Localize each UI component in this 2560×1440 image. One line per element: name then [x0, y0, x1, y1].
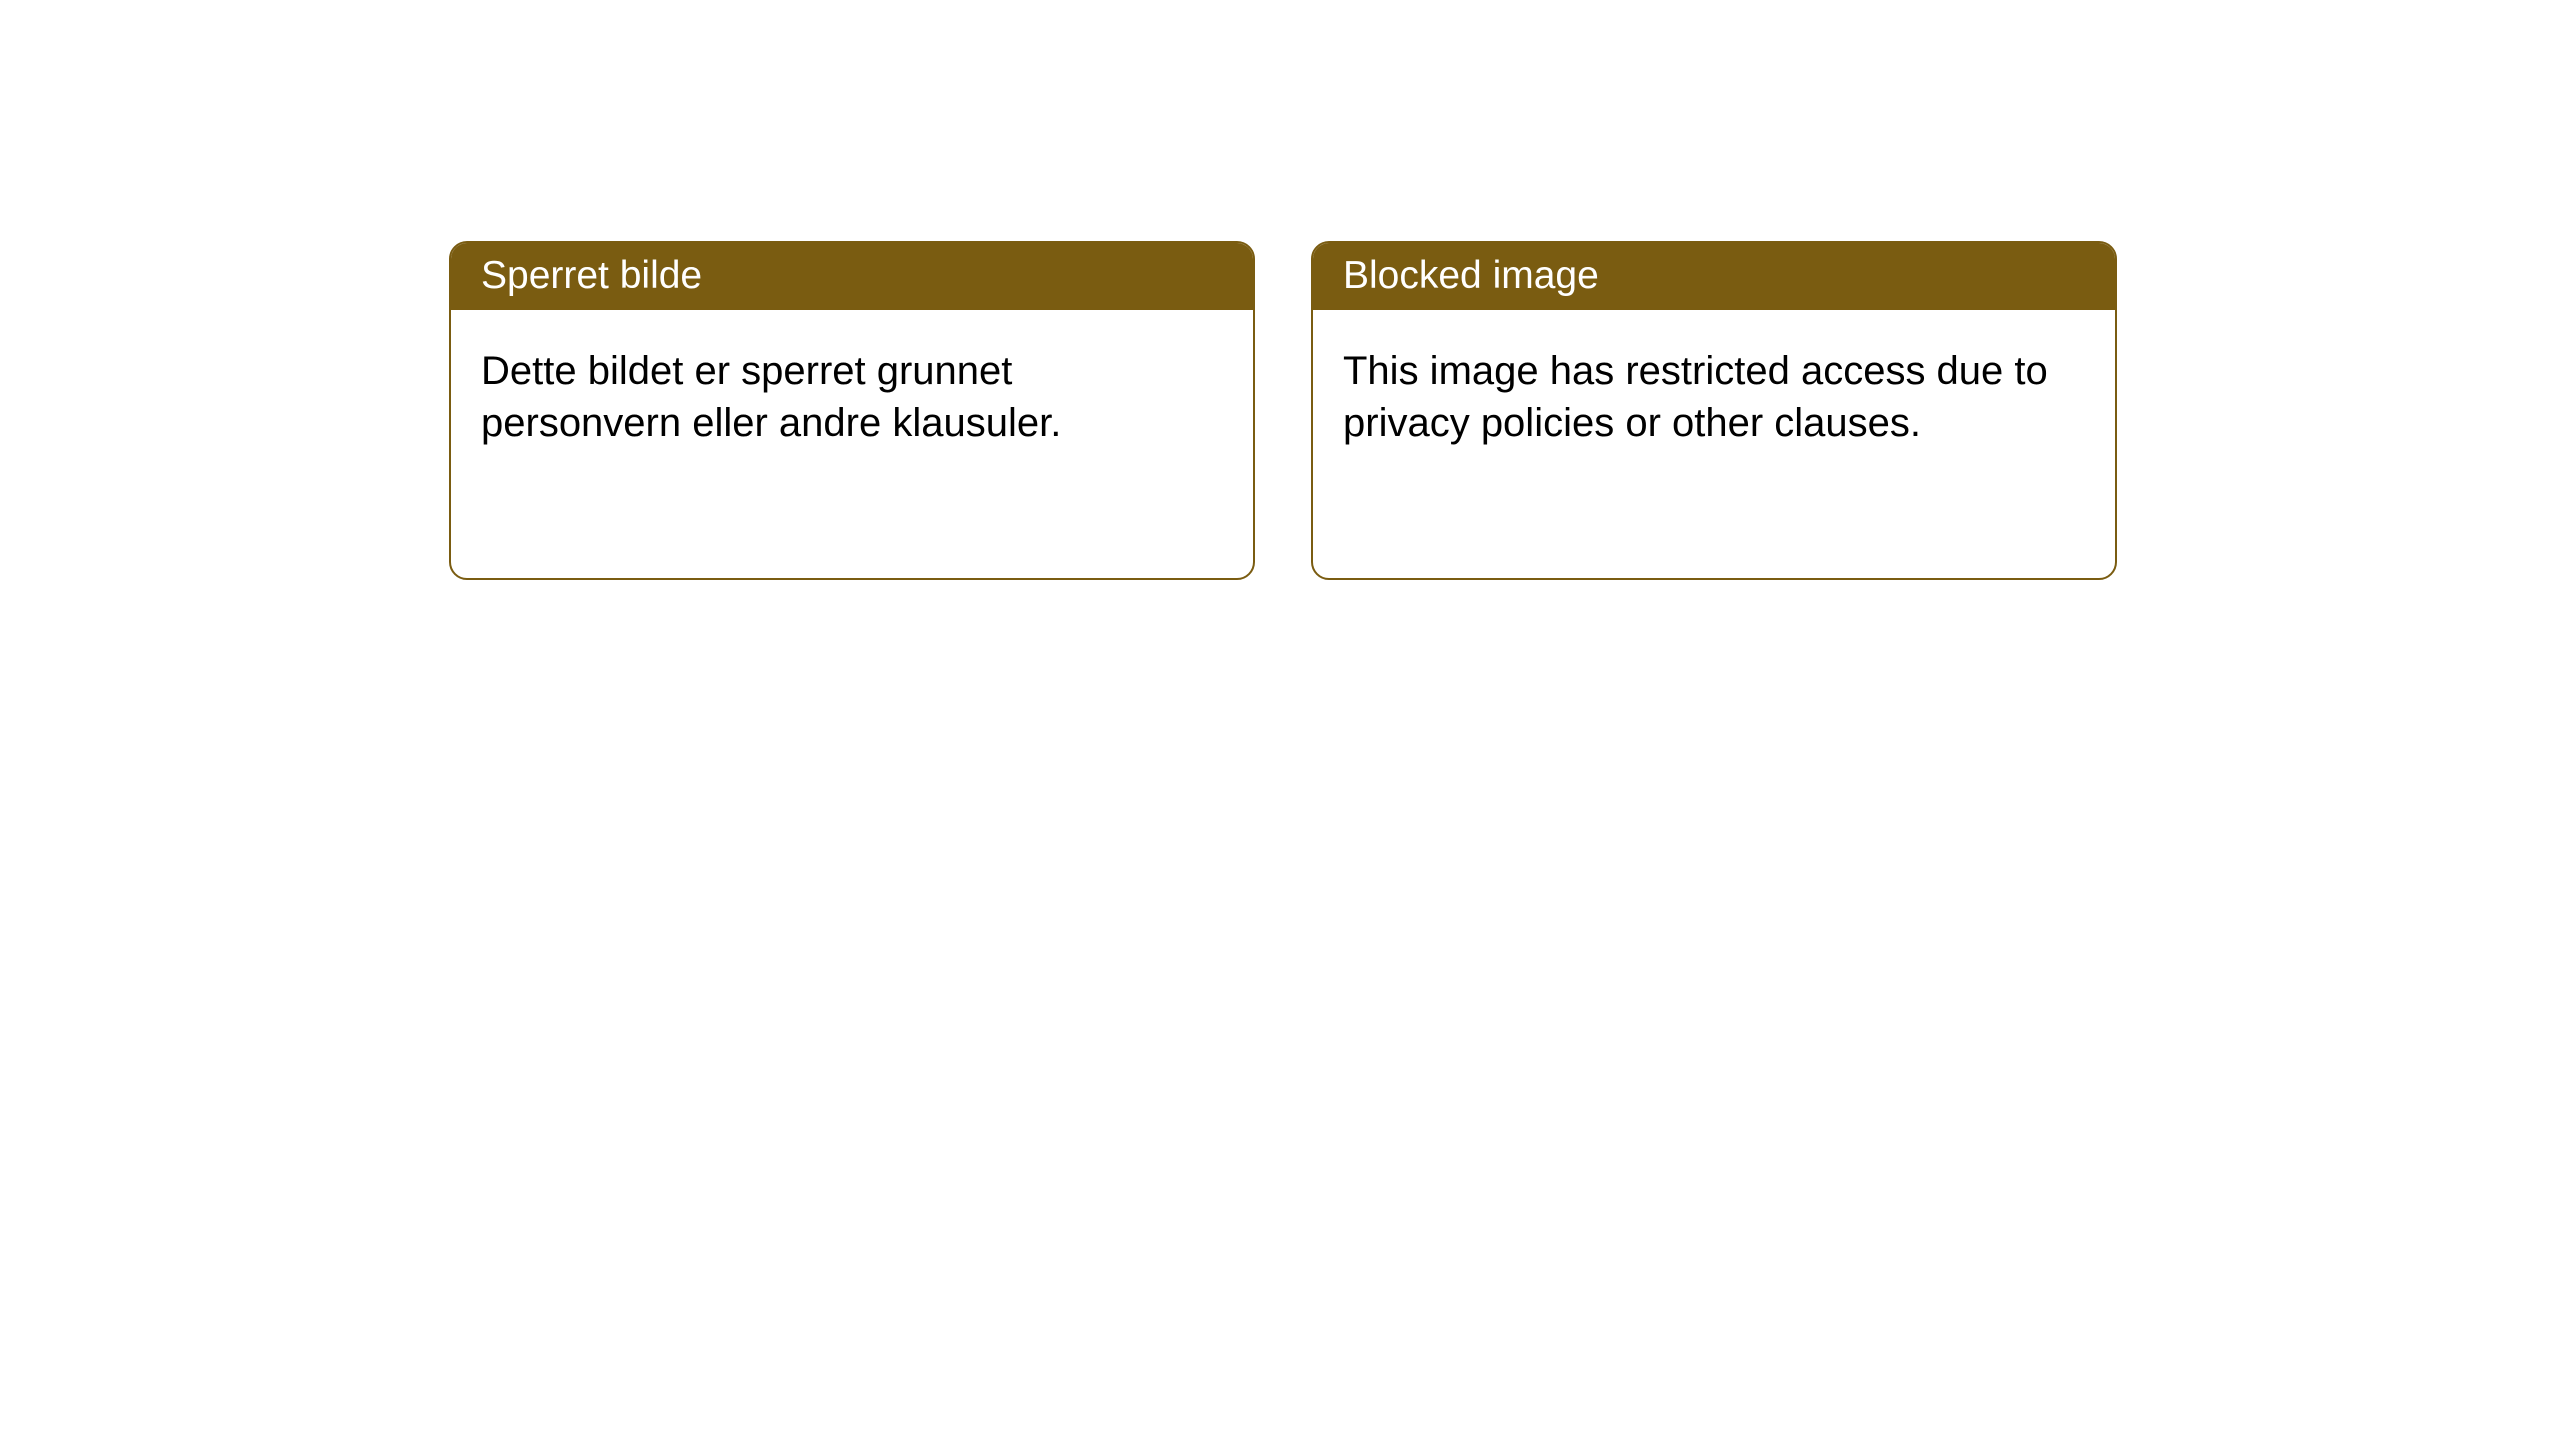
notice-container: Sperret bilde Dette bildet er sperret gr… [0, 0, 2560, 580]
notice-card-norwegian: Sperret bilde Dette bildet er sperret gr… [449, 241, 1255, 580]
notice-body-norwegian: Dette bildet er sperret grunnet personve… [451, 310, 1253, 484]
notice-header-norwegian: Sperret bilde [451, 243, 1253, 310]
notice-header-english: Blocked image [1313, 243, 2115, 310]
notice-card-english: Blocked image This image has restricted … [1311, 241, 2117, 580]
notice-body-english: This image has restricted access due to … [1313, 310, 2115, 484]
